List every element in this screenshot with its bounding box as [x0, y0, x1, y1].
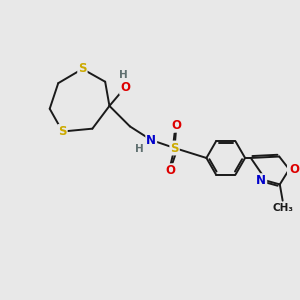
- Text: S: S: [170, 142, 179, 154]
- Text: O: O: [165, 164, 175, 177]
- Text: H: H: [119, 70, 128, 80]
- Text: O: O: [171, 119, 181, 132]
- Text: H: H: [135, 144, 144, 154]
- Text: CH₃: CH₃: [272, 202, 293, 213]
- Text: O: O: [289, 163, 299, 176]
- Text: N: N: [146, 134, 156, 146]
- Text: N: N: [256, 174, 266, 187]
- Text: S: S: [58, 125, 67, 138]
- Text: O: O: [120, 81, 130, 94]
- Text: S: S: [78, 62, 87, 75]
